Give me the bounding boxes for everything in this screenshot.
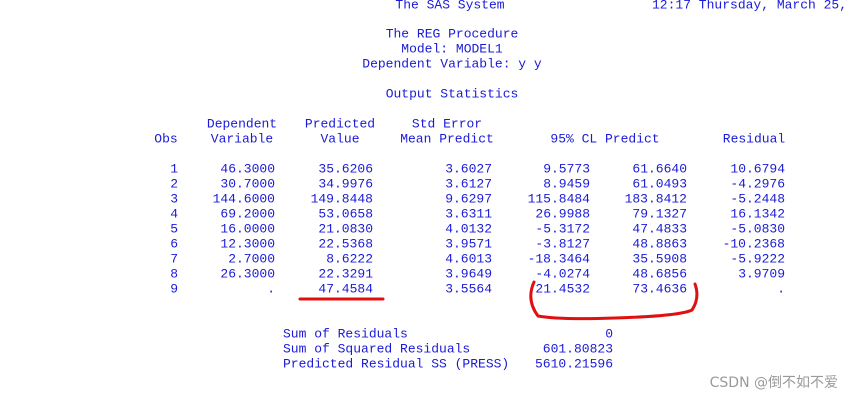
system-title: The SAS System <box>395 0 504 12</box>
table-cell: 47.4833 <box>632 221 687 236</box>
table-cell: -10.2368 <box>723 236 785 251</box>
table-cell: 9 <box>170 281 178 296</box>
table-cell: . <box>267 281 275 296</box>
summary-label: Predicted Residual SS (PRESS) <box>283 356 509 371</box>
watermark: CSDN @倒不如不爱 <box>710 375 838 391</box>
table-cell: 30.7000 <box>220 176 275 191</box>
summary-value: 5610.21596 <box>535 356 613 371</box>
table-cell: 22.5368 <box>318 236 373 251</box>
procedure-title: The REG Procedure <box>386 26 519 41</box>
column-header: Dependent <box>207 116 277 131</box>
table-cell: -5.0830 <box>730 221 785 236</box>
table-cell: 26.3000 <box>220 266 275 281</box>
table-cell: 22.3291 <box>318 266 373 281</box>
table-cell: 35.5908 <box>632 251 687 266</box>
table-cell: 46.3000 <box>220 161 275 176</box>
table-cell: -5.3172 <box>535 221 590 236</box>
table-cell: 3.6127 <box>445 176 492 191</box>
table-cell: 35.6206 <box>318 161 373 176</box>
column-header: Predicted <box>305 116 375 131</box>
table-cell: 9.6297 <box>445 191 492 206</box>
table-cell: 79.1327 <box>632 206 687 221</box>
table-cell: 6 <box>170 236 178 251</box>
table-cell: 3.6027 <box>445 161 492 176</box>
table-cell: -3.8127 <box>535 236 590 251</box>
table-cell: 48.8863 <box>632 236 687 251</box>
table-cell: 26.9988 <box>535 206 590 221</box>
timestamp: 12:17 Thursday, March 25, <box>652 0 847 12</box>
table-cell: 1 <box>170 161 178 176</box>
table-cell: 73.4636 <box>632 281 687 296</box>
table-cell: 12.3000 <box>220 236 275 251</box>
table-cell: 5 <box>170 221 178 236</box>
summary-value: 601.80823 <box>543 341 613 356</box>
table-cell: 8.9459 <box>543 176 590 191</box>
table-cell: 16.0000 <box>220 221 275 236</box>
table-cell: 149.8448 <box>311 191 373 206</box>
table-cell: -4.2976 <box>730 176 785 191</box>
table-cell: 4.0132 <box>445 221 492 236</box>
red-bracket <box>529 280 699 321</box>
summary-label: Sum of Squared Residuals <box>283 341 470 356</box>
table-cell: 21.0830 <box>318 221 373 236</box>
table-cell: -5.2448 <box>730 191 785 206</box>
table-cell: -5.9222 <box>730 251 785 266</box>
table-cell: 3.5564 <box>445 281 492 296</box>
column-header: Mean Predict <box>400 131 494 146</box>
column-header: Value <box>320 131 359 146</box>
table-cell: 144.6000 <box>213 191 275 206</box>
summary-value: 0 <box>605 326 613 341</box>
table-cell: 3.6311 <box>445 206 492 221</box>
table-cell: 61.6640 <box>632 161 687 176</box>
section-title: Output Statistics <box>386 86 519 101</box>
table-cell: 34.9976 <box>318 176 373 191</box>
table-cell: 61.0493 <box>632 176 687 191</box>
table-cell: 2 <box>170 176 178 191</box>
table-cell: 3.9571 <box>445 236 492 251</box>
table-cell: . <box>777 281 785 296</box>
table-cell: 48.6856 <box>632 266 687 281</box>
table-cell: 53.0658 <box>318 206 373 221</box>
table-cell: 16.1342 <box>730 206 785 221</box>
table-cell: 3.9709 <box>738 266 785 281</box>
table-cell: 2.7000 <box>228 251 275 266</box>
table-cell: 4 <box>170 206 178 221</box>
table-cell: -18.3464 <box>528 251 591 266</box>
table-cell: 8.6222 <box>326 251 373 266</box>
table-cell: 47.4584 <box>318 281 373 296</box>
column-header: Variable <box>211 131 273 146</box>
column-header: Residual <box>723 131 786 146</box>
table-cell: 115.8484 <box>528 191 591 206</box>
table-cell: 21.4532 <box>535 281 590 296</box>
table-cell: 7 <box>170 251 178 266</box>
dependent-variable: Dependent Variable: y y <box>362 56 542 71</box>
table-cell: 69.2000 <box>220 206 275 221</box>
column-header: Obs <box>154 131 177 146</box>
table-cell: 3 <box>170 191 178 206</box>
table-cell: -4.0274 <box>535 266 590 281</box>
table-cell: 183.8412 <box>625 191 687 206</box>
table-cell: 4.6013 <box>445 251 492 266</box>
summary-label: Sum of Residuals <box>283 326 408 341</box>
table-cell: 8 <box>170 266 178 281</box>
column-header: Std Error <box>412 116 482 131</box>
table-cell: 10.6794 <box>730 161 785 176</box>
model-name: Model: MODEL1 <box>401 41 503 56</box>
column-header: 95% CL Predict <box>550 131 659 146</box>
table-cell: 3.9649 <box>445 266 492 281</box>
table-cell: 9.5773 <box>543 161 590 176</box>
